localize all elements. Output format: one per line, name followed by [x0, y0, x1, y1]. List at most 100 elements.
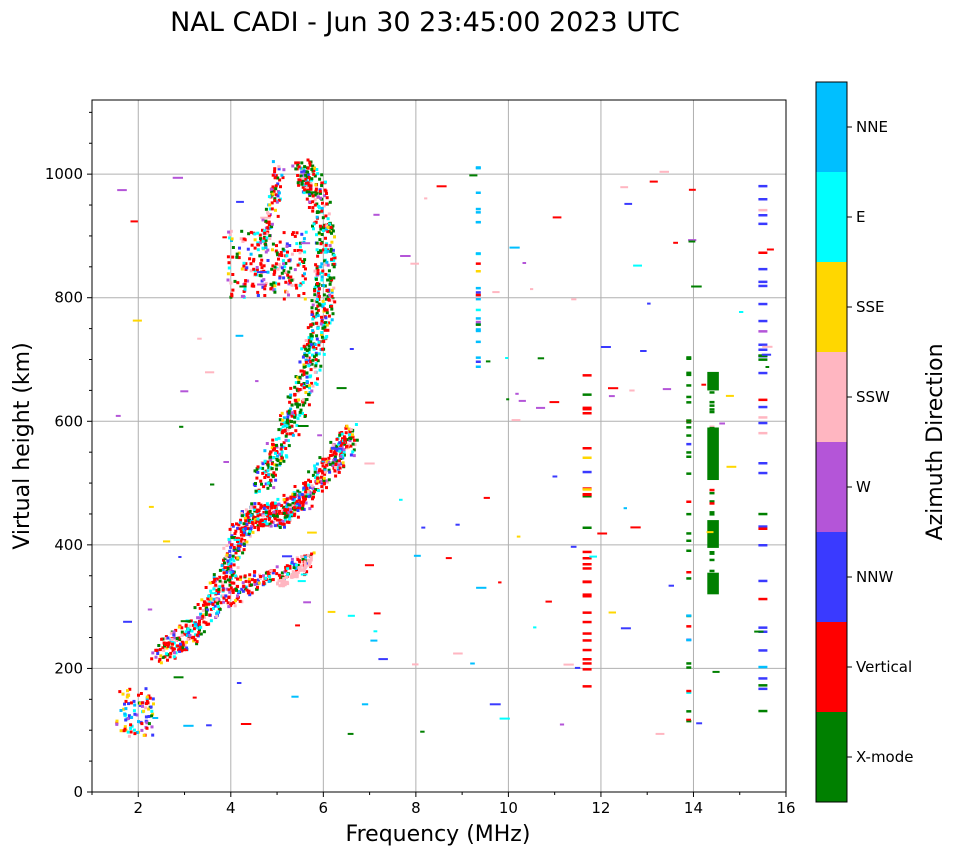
echo-mark	[240, 600, 244, 604]
echo-mark	[266, 270, 270, 274]
echo-mark	[340, 432, 344, 436]
echo-mark	[436, 185, 447, 188]
echo-mark	[582, 648, 592, 652]
echo-mark	[251, 530, 255, 534]
echo-mark	[275, 518, 279, 522]
echo-mark	[309, 343, 313, 347]
echo-mark	[231, 589, 235, 593]
echo-mark	[297, 381, 301, 384]
echo-mark	[232, 546, 236, 549]
echo-mark	[308, 563, 311, 567]
echo-mark	[283, 424, 287, 428]
echo-mark	[307, 336, 311, 340]
echo-mark	[284, 508, 287, 512]
echo-mark	[315, 481, 319, 485]
echo-mark	[280, 579, 284, 582]
echo-mark	[280, 456, 284, 460]
echo-mark	[303, 277, 307, 281]
echo-mark	[290, 278, 294, 282]
echo-mark	[264, 512, 268, 516]
echo-mark	[709, 425, 715, 428]
echo-mark	[338, 466, 342, 470]
echo-mark	[275, 200, 279, 204]
echo-mark	[295, 402, 299, 406]
echo-mark	[326, 225, 330, 229]
echo-mark	[298, 568, 302, 572]
echo-mark	[227, 537, 231, 541]
echo-mark	[245, 266, 249, 270]
echo-mark	[309, 187, 313, 191]
echo-mark	[292, 506, 296, 510]
echo-mark	[303, 401, 307, 405]
echo-mark	[266, 475, 270, 479]
echo-mark	[330, 294, 334, 298]
echo-mark	[271, 578, 275, 582]
echo-mark	[239, 578, 242, 581]
echo-mark	[266, 226, 270, 230]
echo-mark	[475, 293, 481, 297]
echo-mark	[204, 613, 208, 616]
echo-mark	[307, 392, 311, 396]
echo-mark	[266, 259, 270, 262]
echo-mark	[285, 242, 289, 246]
echo-mark	[253, 469, 257, 473]
echo-mark	[229, 281, 233, 285]
echo-mark	[475, 296, 481, 299]
echo-mark	[318, 456, 322, 460]
echo-mark	[235, 597, 239, 601]
echo-mark	[300, 492, 304, 496]
echo-mark	[175, 637, 179, 640]
echo-mark	[257, 489, 261, 493]
echo-mark	[147, 608, 153, 611]
echo-mark	[307, 470, 311, 474]
echo-mark	[323, 194, 327, 198]
echo-mark	[223, 557, 227, 561]
echo-mark	[240, 723, 252, 725]
echo-mark	[157, 644, 161, 647]
echo-mark	[237, 523, 241, 527]
echo-mark	[244, 279, 248, 283]
echo-mark	[239, 237, 243, 241]
echo-mark	[228, 233, 232, 237]
echo-mark	[252, 574, 256, 578]
echo-mark	[285, 418, 289, 422]
echo-mark	[267, 466, 271, 470]
echo-mark	[256, 524, 260, 528]
echo-mark	[324, 236, 327, 240]
echo-mark	[185, 646, 189, 650]
echo-mark	[668, 584, 674, 587]
echo-mark	[351, 450, 355, 454]
echo-mark	[246, 279, 250, 283]
echo-mark	[264, 207, 268, 211]
echo-mark	[323, 224, 327, 228]
echo-mark	[342, 435, 346, 439]
echo-mark	[335, 444, 339, 448]
echo-mark	[172, 176, 183, 179]
echo-mark	[320, 333, 323, 337]
echo-mark	[582, 493, 592, 497]
echo-mark	[286, 273, 290, 277]
echo-mark	[582, 620, 592, 624]
echo-mark	[303, 354, 307, 357]
echo-mark	[582, 685, 592, 688]
echo-mark	[251, 578, 254, 582]
echo-mark	[306, 173, 310, 177]
echo-mark	[291, 433, 295, 437]
echo-mark	[304, 391, 308, 394]
echo-mark	[293, 493, 297, 496]
echo-mark	[163, 643, 167, 647]
echo-mark	[238, 527, 242, 531]
echo-mark	[296, 417, 300, 421]
echo-mark	[244, 527, 248, 531]
echo-mark	[319, 322, 323, 326]
echo-mark	[320, 271, 324, 275]
echo-mark	[163, 655, 167, 659]
echo-mark	[213, 604, 217, 608]
echo-mark	[709, 408, 715, 411]
echo-mark	[277, 579, 281, 583]
echo-mark	[235, 537, 239, 541]
echo-mark	[196, 616, 200, 620]
echo-mark	[758, 416, 768, 419]
echo-mark	[499, 717, 510, 720]
echo-mark	[205, 623, 209, 626]
